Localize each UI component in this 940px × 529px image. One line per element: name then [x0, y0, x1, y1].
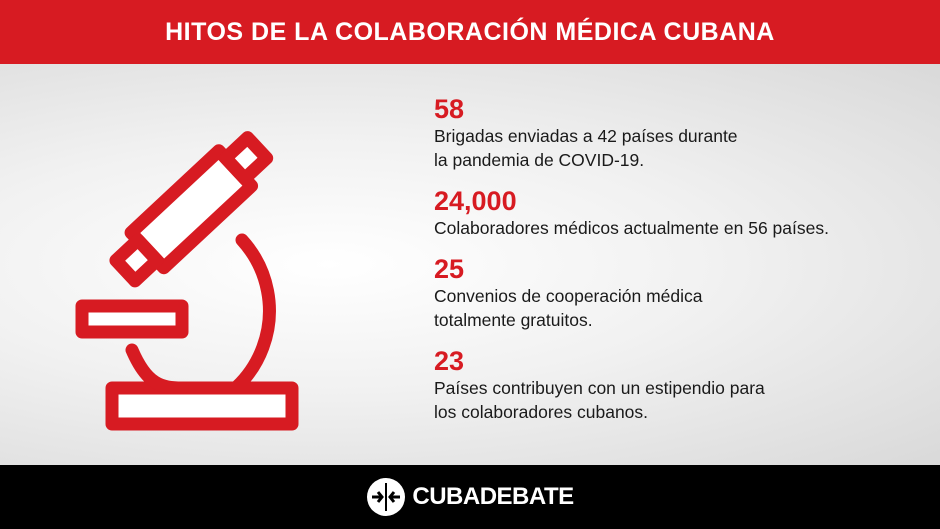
stat-description: Colaboradores médicos actualmente en 56 … — [434, 218, 829, 238]
main-content: 58 Brigadas enviadas a 42 países durante… — [0, 64, 940, 465]
page-title: HITOS DE LA COLABORACIÓN MÉDICA CUBANA — [165, 17, 775, 46]
stat-description: Convenios de cooperación médica totalmen… — [434, 286, 703, 330]
stat-item: 25 Convenios de cooperación médica total… — [434, 254, 703, 332]
footer-bar: CUBADEBATE — [0, 465, 940, 529]
cubadebate-logo-icon — [367, 478, 406, 516]
stat-number: 23 — [434, 346, 465, 376]
stat-description: Brigadas enviadas a 42 países durante la… — [434, 126, 738, 170]
stat-item: 23 Países contribuyen con un estipendio … — [434, 346, 765, 424]
stat-number: 58 — [434, 94, 465, 124]
brand-logo[interactable]: CUBADEBATE — [366, 477, 574, 517]
stat-item: 24,000 Colaboradores médicos actualmente… — [434, 186, 829, 240]
stat-number: 25 — [434, 254, 465, 284]
brand-name: CUBADEBATE — [412, 483, 574, 510]
microscope-icon — [75, 131, 299, 431]
stat-description: Países contribuyen con un estipendio par… — [434, 378, 765, 422]
stat-number: 24,000 — [434, 186, 517, 216]
stat-item: 58 Brigadas enviadas a 42 países durante… — [434, 94, 738, 172]
header-banner: HITOS DE LA COLABORACIÓN MÉDICA CUBANA — [0, 0, 940, 64]
